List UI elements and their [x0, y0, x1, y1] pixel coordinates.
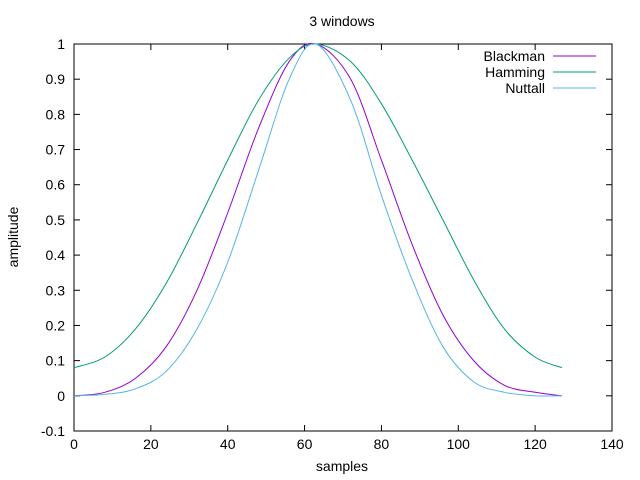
series-lines — [73, 42, 563, 397]
x-axis: 0 20 40 60 80 100 120 140 — [70, 44, 624, 452]
y-tick-label: 0.1 — [46, 353, 66, 369]
legend-label-hamming: Hamming — [485, 64, 545, 80]
x-tick-label: 20 — [143, 436, 159, 452]
y-tick-label: 0.7 — [46, 142, 66, 158]
x-tick-label: 40 — [220, 436, 236, 452]
x-axis-label: samples — [316, 458, 368, 474]
legend-label-nuttall: Nuttall — [505, 80, 545, 96]
x-tick-label: 140 — [600, 436, 624, 452]
x-tick-label: 120 — [523, 436, 547, 452]
x-tick-label: 100 — [447, 436, 471, 452]
y-tick-label: 0.4 — [46, 247, 66, 263]
legend-label-blackman: Blackman — [484, 48, 545, 64]
series-line-blackman — [73, 42, 563, 397]
y-tick-label: 0.5 — [46, 212, 66, 228]
plot-frame — [73, 43, 613, 432]
series-line-nuttall — [73, 43, 563, 397]
x-tick-label: 60 — [297, 436, 313, 452]
series-line-hamming — [73, 43, 563, 369]
y-tick-label: 0.6 — [46, 177, 66, 193]
y-tick-label: -0.1 — [41, 423, 65, 439]
y-tick-label: 0.9 — [46, 71, 66, 87]
y-tick-label: 0 — [57, 388, 65, 404]
x-tick-label: 0 — [70, 436, 78, 452]
y-axis: -0.1 0 0.1 0.2 0.3 0.4 0.5 0.6 0.7 0.8 0.9 1 — [41, 36, 612, 439]
y-tick-label: 0.3 — [46, 282, 66, 298]
y-axis-label: amplitude — [5, 206, 21, 267]
chart-title: 3 windows — [309, 13, 374, 29]
y-tick-label: 0.2 — [46, 317, 66, 333]
y-tick-label: 1 — [57, 36, 65, 52]
y-tick-label: 0.8 — [46, 106, 66, 122]
x-tick-label: 80 — [374, 436, 390, 452]
